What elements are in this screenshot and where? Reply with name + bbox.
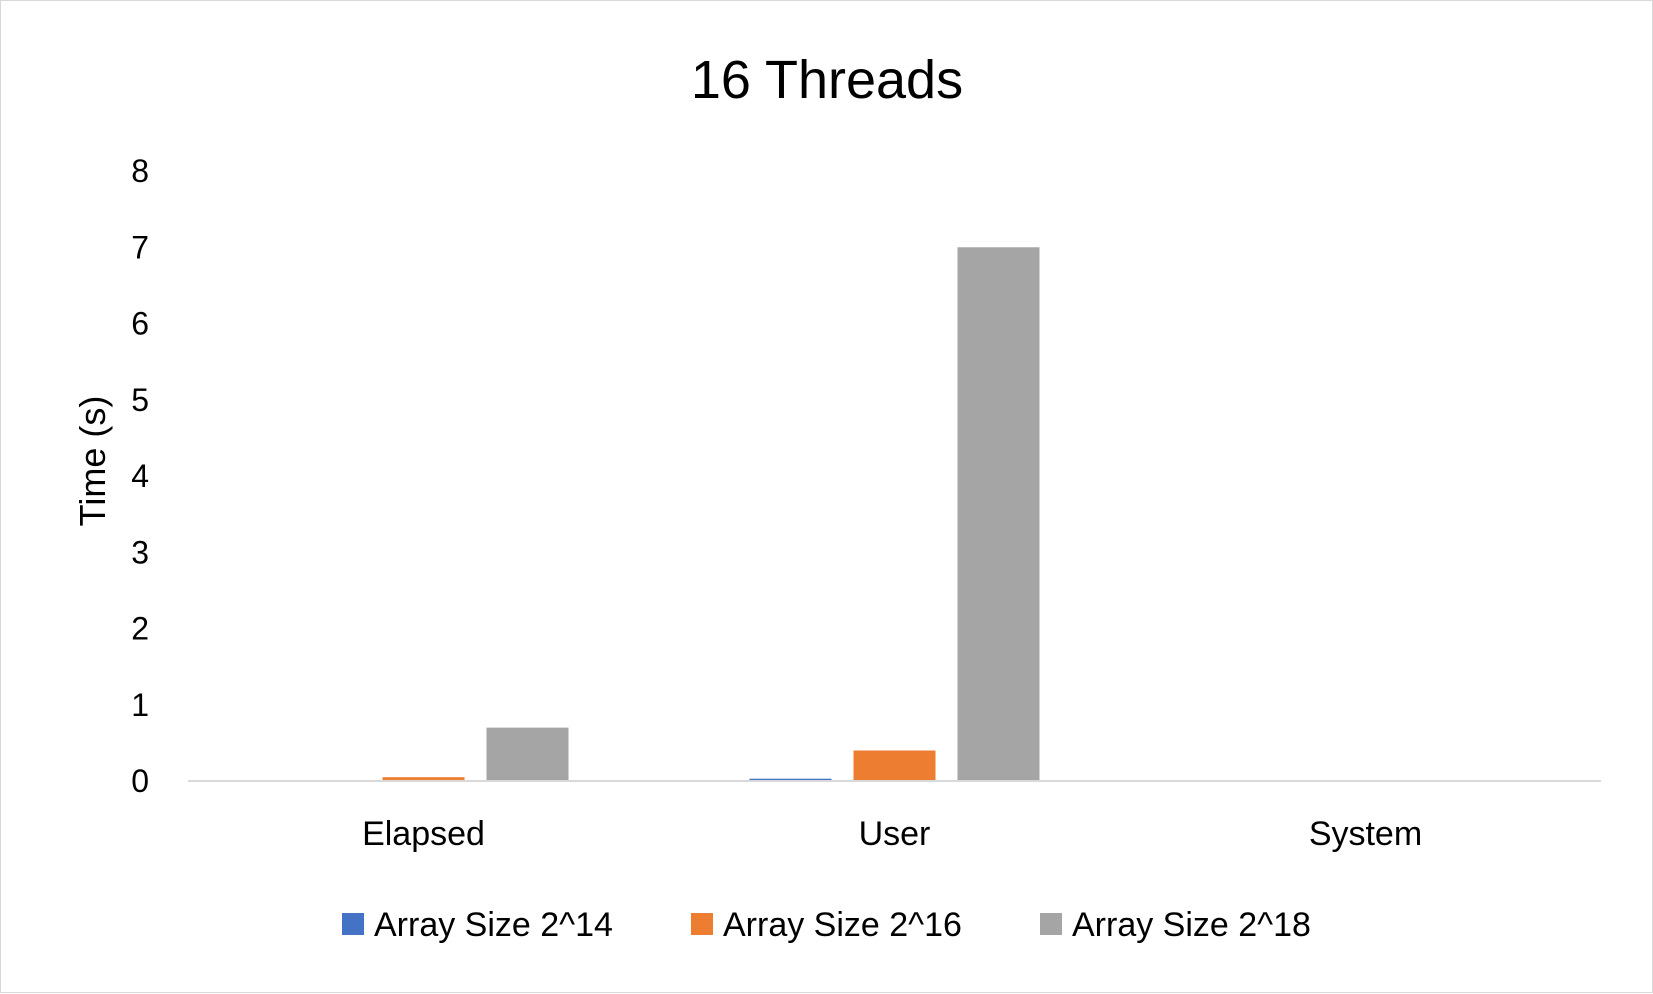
bars: [279, 247, 1040, 781]
y-tick-label: 3: [131, 534, 149, 570]
y-tick-label: 2: [131, 611, 149, 647]
y-tick-label: 7: [131, 229, 149, 265]
legend-swatch: [342, 913, 364, 935]
legend-swatch: [691, 913, 713, 935]
x-category-label: System: [1309, 815, 1422, 853]
y-tick-label: 8: [131, 153, 149, 189]
legend-swatch: [1040, 913, 1062, 935]
legend-label: Array Size 2^16: [723, 906, 962, 944]
chart-title: 16 Threads: [691, 50, 963, 110]
legend-label: Array Size 2^14: [374, 906, 613, 944]
x-axis-categories: Elapsed User System: [362, 815, 1422, 853]
y-tick-label: 6: [131, 306, 149, 342]
y-axis-title: Time (s): [72, 396, 113, 527]
legend-label: Array Size 2^18: [1072, 906, 1311, 944]
y-tick-label: 1: [131, 687, 149, 723]
bar-user-series-3: [958, 247, 1040, 781]
x-category-label: User: [859, 815, 931, 853]
bar-user-series-2: [854, 751, 936, 782]
y-tick-label: 0: [131, 763, 149, 799]
bar-elapsed-series-3: [487, 728, 569, 781]
x-category-label: Elapsed: [362, 815, 485, 853]
y-tick-label: 4: [131, 458, 149, 494]
y-tick-label: 5: [131, 382, 149, 418]
legend: Array Size 2^14 Array Size 2^16 Array Size…: [342, 906, 1311, 944]
y-axis-ticks: 0 1 2 3 4 5 6 7 8: [131, 153, 149, 799]
